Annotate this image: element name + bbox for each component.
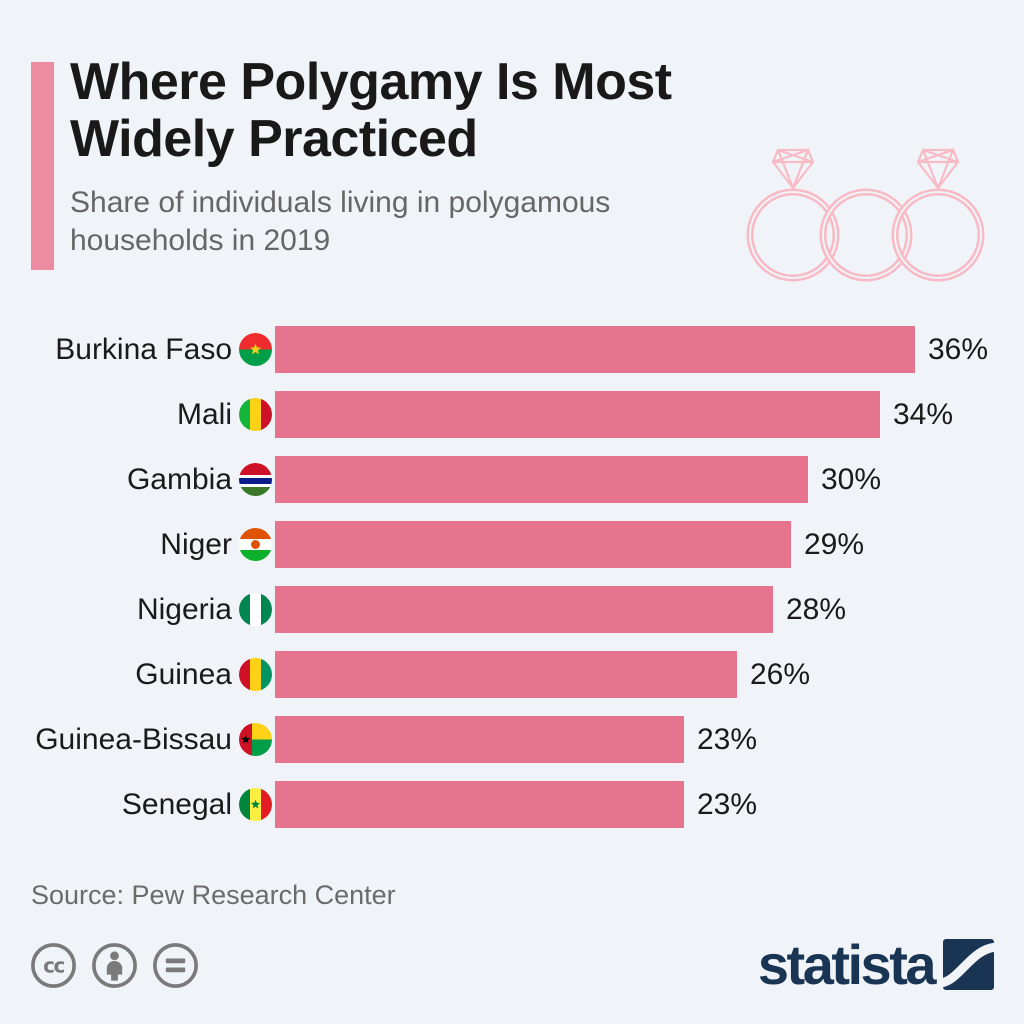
bar-value-label: 26% [750, 657, 811, 691]
category-label-cell: Nigeria [0, 593, 275, 627]
source-text: Source: Pew Research Center [31, 880, 396, 910]
chart-title-line: Widely Practiced [70, 110, 478, 169]
chart-row: Burkina Faso 36% [0, 317, 1024, 382]
category-label-cell: Senegal [0, 788, 275, 822]
country-label: Senegal [121, 787, 232, 821]
svg-text:cc: cc [43, 954, 64, 978]
no-derivatives-icon [153, 943, 198, 988]
chart-row: Niger 29% [0, 512, 1024, 577]
guinea-flag-icon [239, 658, 272, 691]
bar [275, 651, 737, 698]
country-label: Burkina Faso [55, 332, 232, 366]
statista-wordmark: statista [757, 933, 937, 996]
burkina-faso-flag-icon [239, 333, 272, 366]
chart-row: Guinea-Bissau 23% [0, 707, 1024, 772]
bar-value-label: 28% [786, 592, 847, 626]
category-label-cell: Guinea-Bissau [0, 723, 275, 757]
bar [275, 326, 915, 373]
niger-flag-icon [239, 528, 272, 561]
diamond-icon [771, 148, 815, 191]
category-label-cell: Niger [0, 528, 275, 562]
chart-row: Mali 34% [0, 382, 1024, 447]
bar-value-label: 23% [697, 787, 758, 821]
chart-subtitle: Share of individuals living in polygamou… [70, 186, 611, 258]
bar-value-label: 34% [893, 397, 954, 431]
diamond-icon [916, 148, 960, 191]
bar-value-label: 36% [928, 332, 989, 366]
bar [275, 521, 791, 568]
wedding-rings-illustration [746, 148, 985, 282]
chart-row: Guinea 26% [0, 642, 1024, 707]
country-label: Guinea [135, 657, 232, 691]
attribution-icon [92, 943, 137, 988]
category-label-cell: Burkina Faso [0, 333, 275, 367]
accent-bar [31, 62, 54, 270]
bar-value-label: 29% [804, 527, 865, 561]
header: Where Polygamy Is Most Widely Practiced S… [70, 53, 720, 261]
bar [275, 456, 808, 503]
bar [275, 391, 880, 438]
ring-icon [746, 188, 985, 282]
bar-value-label: 23% [697, 722, 758, 756]
category-label-cell: Mali [0, 398, 275, 432]
bar-chart: Burkina Faso 36% Mali 34% Gambia 30% Nig… [0, 317, 1024, 837]
category-label-cell: Gambia [0, 463, 275, 497]
bar [275, 716, 684, 763]
gambia-flag-icon [239, 463, 272, 496]
chart-row: Gambia 30% [0, 447, 1024, 512]
country-label: Mali [176, 397, 232, 431]
chart-title-line: Where Polygamy Is Most [70, 53, 672, 111]
senegal-flag-icon [239, 788, 272, 821]
license-icons: cc [29, 941, 200, 990]
statista-logo: statista [758, 932, 994, 997]
chart-title: Where Polygamy Is Most Widely Practiced [70, 53, 720, 169]
bar-value-label: 30% [821, 462, 882, 496]
statista-logo-mark [943, 939, 994, 990]
category-label-cell: Guinea [0, 658, 275, 692]
country-label: Nigeria [136, 592, 232, 626]
bar [275, 586, 773, 633]
chart-row: Senegal 23% [0, 772, 1024, 837]
country-label: Guinea-Bissau [35, 722, 232, 756]
country-label: Gambia [126, 462, 232, 496]
chart-row: Nigeria 28% [0, 577, 1024, 642]
nigeria-flag-icon [239, 593, 272, 626]
guinea-bissau-flag-icon [239, 723, 272, 756]
country-label: Niger [160, 527, 232, 561]
creative-commons-icon: cc [31, 943, 76, 988]
bar [275, 781, 684, 828]
mali-flag-icon [239, 398, 272, 431]
